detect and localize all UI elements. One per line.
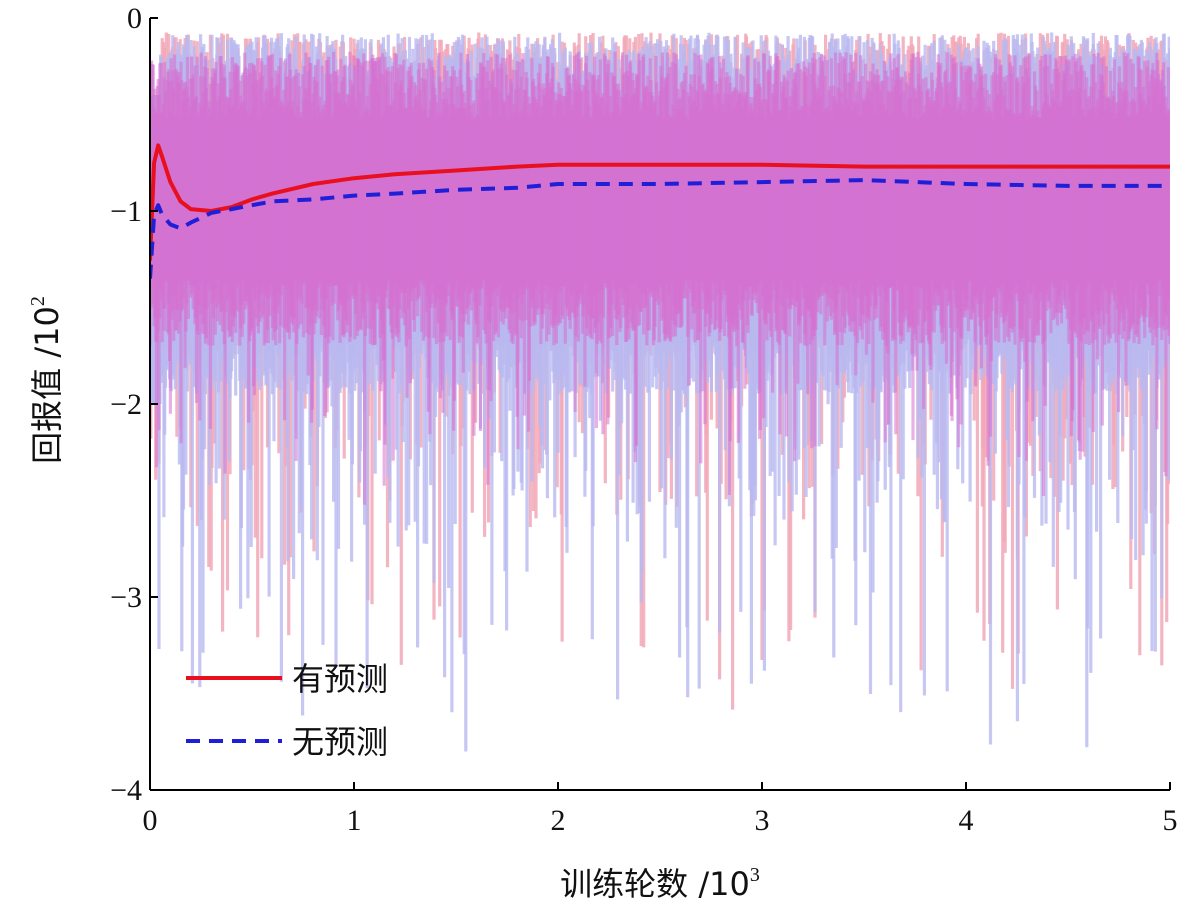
legend-label-with-prediction: 有预测 (292, 660, 388, 698)
y-tick-label: −3 (110, 581, 142, 614)
series-line-without-prediction (150, 178, 1170, 279)
x-tick-label: 4 (959, 804, 974, 837)
x-tick-label: 5 (1163, 804, 1178, 837)
series-line-with-prediction (150, 143, 1170, 262)
y-axis-title: 回报值 /102 (27, 296, 66, 464)
y-tick-label: 0 (127, 2, 142, 35)
legend-label-without-prediction: 无预测 (292, 723, 388, 761)
legend: 有预测 无预测 (186, 660, 388, 761)
x-tick-label: 1 (347, 804, 362, 837)
y-axis-title-text: 回报值 /10 (28, 306, 66, 464)
x-axis-title-text: 训练轮数 /10 (560, 865, 750, 903)
svg-text:回报值 /102: 回报值 /102 (27, 296, 66, 464)
x-tick-label: 0 (143, 804, 158, 837)
band-overlap (150, 51, 1170, 505)
x-axis-title-exponent: 3 (750, 864, 760, 886)
mean-lines (150, 143, 1170, 279)
y-tick-label: −4 (110, 774, 142, 807)
x-tick-label: 2 (551, 804, 566, 837)
variance-bands (150, 32, 1170, 752)
x-axis-title: 训练轮数 /103 (560, 864, 760, 903)
x-tick-label: 3 (755, 804, 770, 837)
y-tick-label: −1 (110, 195, 142, 228)
y-tick-label: −2 (110, 388, 142, 421)
axis-ticks: 0 1 2 3 4 5 0 −1 −2 −3 −4 (110, 2, 1177, 837)
y-axis-title-exponent: 2 (27, 296, 49, 306)
